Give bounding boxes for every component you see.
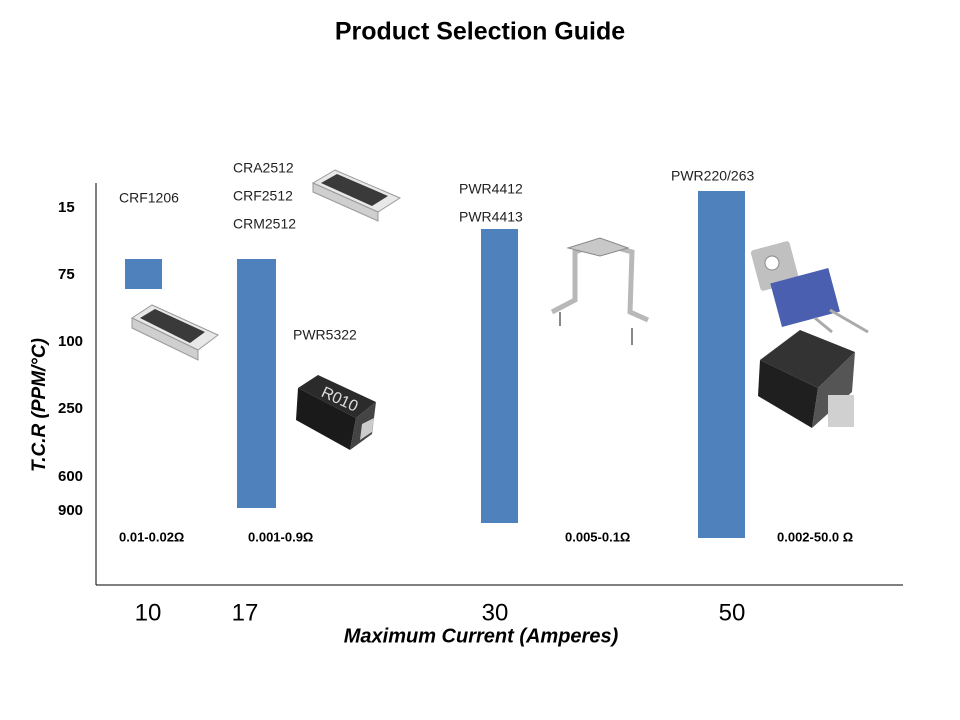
product-label: PWR220/263 bbox=[671, 168, 754, 184]
bar bbox=[125, 259, 162, 289]
product-label: PWR4413 bbox=[459, 209, 523, 225]
to263-image bbox=[758, 330, 855, 428]
resistance-range: 0.002-50.0 Ω bbox=[777, 529, 853, 544]
product-label: CRF2512 bbox=[233, 188, 293, 204]
y-tick-label: 75 bbox=[58, 266, 75, 283]
title: Product Selection Guide bbox=[335, 18, 625, 46]
resistance-range: 0.001-0.9Ω bbox=[248, 529, 313, 544]
y-tick-label: 15 bbox=[58, 199, 75, 216]
x-tick-label: 50 bbox=[719, 599, 746, 626]
bar bbox=[698, 191, 745, 538]
y-tick-label: 900 bbox=[58, 502, 83, 519]
x-tick-label: 30 bbox=[482, 599, 509, 626]
metal-strip-image bbox=[550, 237, 650, 345]
x-tick-label: 10 bbox=[135, 599, 162, 626]
resistance-range: 0.01-0.02Ω bbox=[119, 529, 184, 544]
y-tick-label: 100 bbox=[58, 333, 83, 350]
resistance-range: 0.005-0.1Ω bbox=[565, 529, 630, 544]
bar bbox=[237, 259, 276, 508]
chip-resistor-image bbox=[130, 304, 219, 361]
product-label: PWR4412 bbox=[459, 181, 523, 197]
x-axis-label: Maximum Current (Amperes) bbox=[344, 625, 619, 647]
power-resistor-image: R010 bbox=[296, 375, 376, 450]
product-label: CRF1206 bbox=[119, 190, 179, 206]
x-tick-label: 17 bbox=[232, 599, 259, 626]
bar bbox=[481, 229, 518, 523]
to220-image bbox=[750, 241, 869, 334]
y-axis-label: T.C.R (PPM/°C) bbox=[29, 338, 50, 472]
product-label: PWR5322 bbox=[293, 327, 357, 343]
y-tick-label: 600 bbox=[58, 468, 83, 485]
product-label: CRM2512 bbox=[233, 216, 296, 232]
chip-resistor-image bbox=[311, 169, 402, 222]
product-label: CRA2512 bbox=[233, 160, 294, 176]
y-tick-label: 250 bbox=[58, 400, 83, 417]
